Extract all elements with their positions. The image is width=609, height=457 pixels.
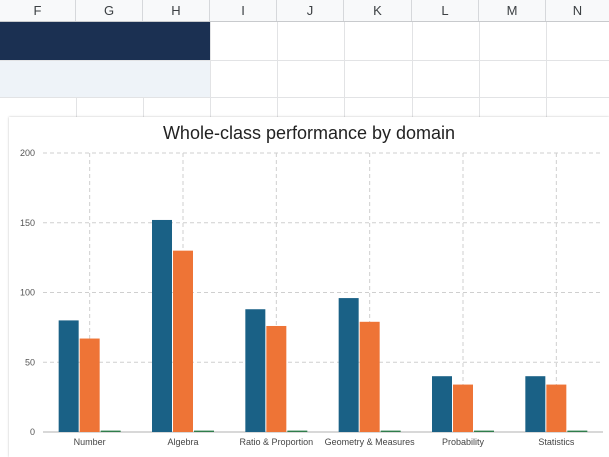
- bar: [380, 430, 401, 432]
- bar: [338, 298, 359, 432]
- grid-line: [344, 22, 345, 117]
- bar: [79, 338, 100, 432]
- column-header-m[interactable]: M: [479, 0, 546, 21]
- bar: [287, 430, 308, 432]
- bar: [567, 430, 588, 432]
- bar: [245, 309, 266, 432]
- x-tick-label: Number: [74, 437, 106, 447]
- bar: [453, 384, 473, 432]
- bar: [266, 325, 287, 432]
- x-tick-label: Probability: [442, 437, 485, 447]
- x-tick-label: Geometry & Measures: [325, 437, 416, 447]
- grid-line: [0, 97, 609, 98]
- column-header-k[interactable]: K: [344, 0, 412, 21]
- header-band-cell[interactable]: [0, 22, 210, 60]
- bar: [58, 320, 79, 432]
- chart-plot: 0 50 100 150 200 Number Algebra Ratio & Proport…: [20, 148, 603, 447]
- grid-line: [412, 22, 413, 117]
- y-tick-label: 150: [20, 218, 35, 228]
- bar: [474, 430, 494, 432]
- subheader-band-cell[interactable]: [0, 61, 210, 97]
- column-header-l[interactable]: L: [412, 0, 479, 21]
- column-header-bar: F G H I J K L M N: [0, 0, 609, 22]
- y-tick-label: 0: [30, 427, 35, 437]
- bar: [359, 321, 380, 432]
- grid-line: [0, 60, 609, 61]
- bar: [100, 430, 121, 432]
- x-tick-label: Statistics: [538, 437, 575, 447]
- bar: [546, 384, 567, 432]
- bar: [173, 250, 193, 432]
- bar-chart[interactable]: Whole-class performance by domain 0 50 100…: [9, 117, 609, 457]
- bar: [525, 376, 546, 432]
- bar: [432, 376, 452, 432]
- column-header-j[interactable]: J: [277, 0, 344, 21]
- column-header-g[interactable]: G: [76, 0, 143, 21]
- column-header-h[interactable]: H: [143, 0, 210, 21]
- grid-line: [546, 22, 547, 117]
- column-header-i[interactable]: I: [210, 0, 277, 21]
- y-tick-label: 200: [20, 148, 35, 158]
- x-tick-label: Ratio & Proportion: [240, 437, 314, 447]
- grid-line: [479, 22, 480, 117]
- bar: [194, 430, 214, 432]
- column-header-n[interactable]: N: [572, 3, 583, 18]
- grid-line: [277, 22, 278, 117]
- grid-line: [210, 22, 211, 117]
- bar: [152, 219, 172, 432]
- y-tick-label: 100: [20, 288, 35, 298]
- x-tick-label: Algebra: [167, 437, 198, 447]
- chart-title: Whole-class performance by domain: [162, 123, 456, 143]
- column-header-f[interactable]: F: [0, 0, 76, 21]
- y-tick-label: 50: [25, 357, 35, 367]
